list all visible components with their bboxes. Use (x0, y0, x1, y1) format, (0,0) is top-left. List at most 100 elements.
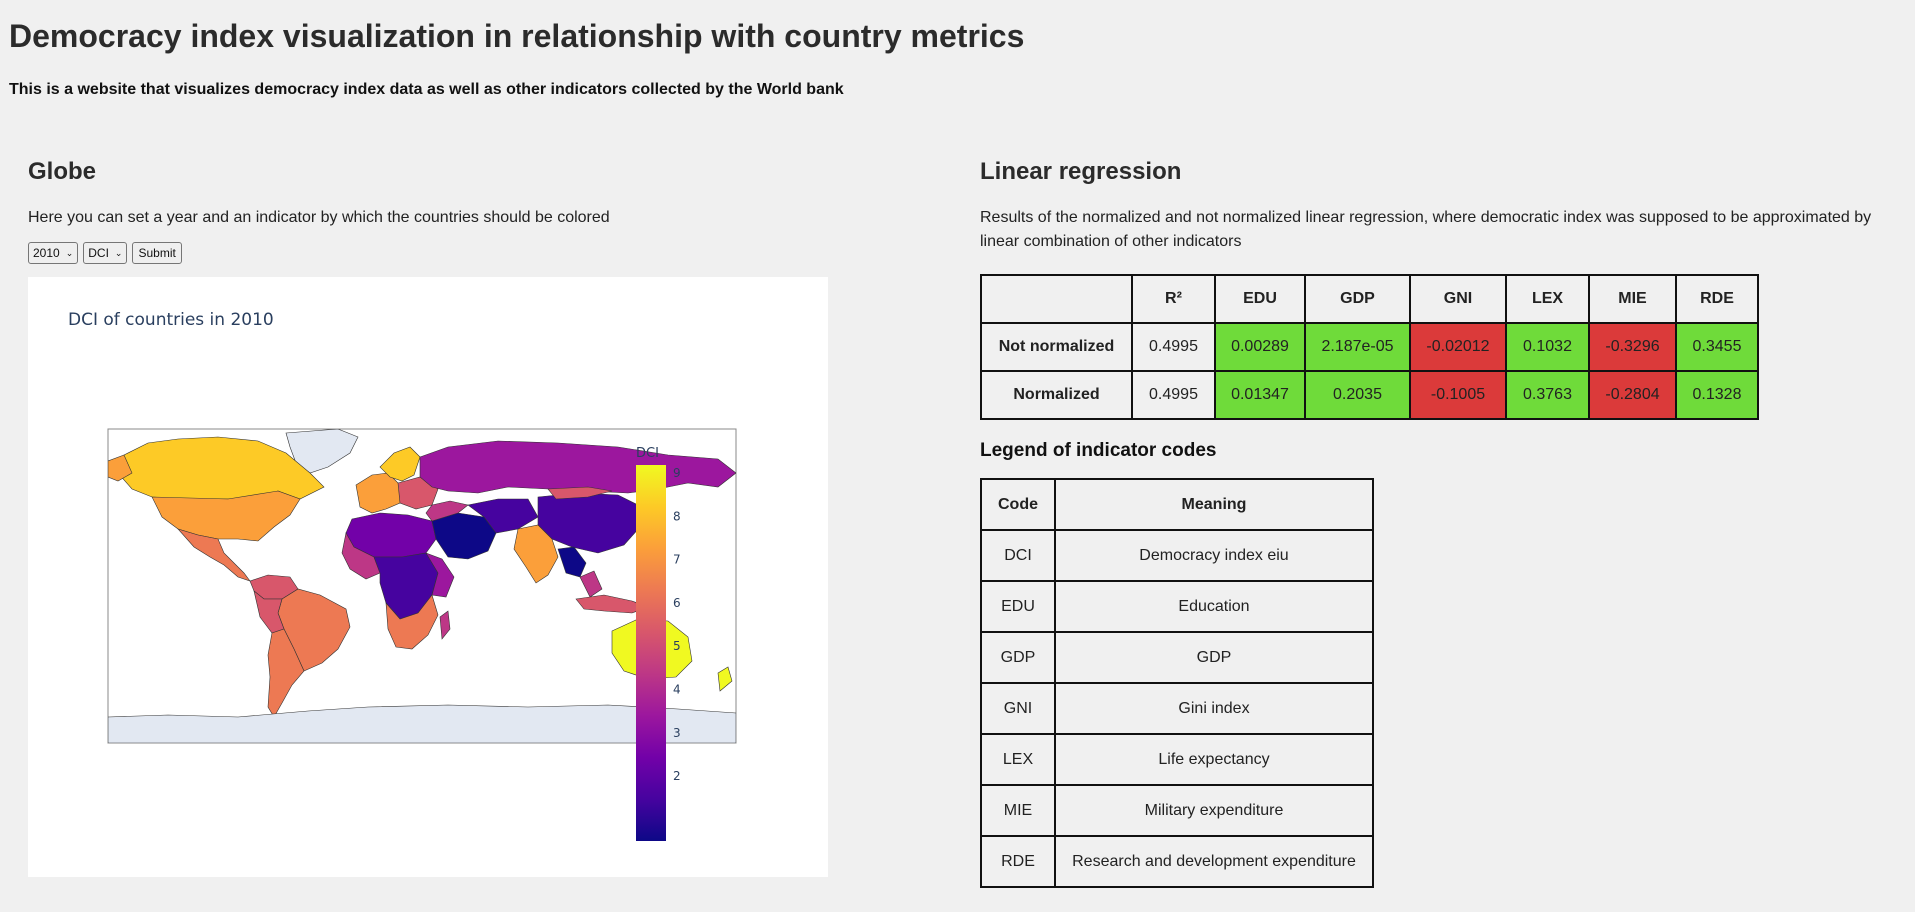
submit-button[interactable]: Submit (132, 242, 182, 264)
country-middle-east[interactable] (431, 512, 497, 560)
colorbar-tick-label: 3 (673, 726, 681, 740)
page-title: Democracy index visualization in relatio… (9, 18, 1025, 54)
year-select-value: 2010 (33, 246, 60, 260)
regression-col-header: R² (1131, 274, 1216, 324)
colorbar-tick-label: 5 (673, 639, 681, 653)
globe-heading: Globe (28, 158, 97, 185)
chevron-down-icon: ⌄ (65, 247, 74, 258)
country-mongolia[interactable] (547, 486, 613, 500)
regression-description: Results of the normalized and not normal… (980, 209, 1872, 250)
chevron-down-icon: ⌄ (114, 247, 123, 258)
legend-col-header: Code (980, 478, 1056, 531)
legend-code: GNI (980, 682, 1056, 735)
legend-row: GDP GDP (980, 631, 1374, 684)
country-greenland[interactable] (285, 429, 359, 474)
lex-cell: 0.3763 (1505, 370, 1590, 420)
country-mexico[interactable] (177, 528, 251, 582)
gni-cell: -0.1005 (1409, 370, 1507, 420)
r2-cell: 0.4995 (1131, 370, 1216, 420)
indicator-select-value: DCI (88, 246, 109, 260)
country-new-zealand[interactable] (717, 666, 733, 692)
legend-row: EDU Education (980, 580, 1374, 633)
regression-col-header: RDE (1675, 274, 1759, 324)
year-select[interactable]: 2010 ⌄ (28, 242, 79, 264)
legend-heading: Legend of indicator codes (980, 440, 1217, 461)
legend-code: MIE (980, 784, 1056, 837)
legend-meaning: GDP (1054, 631, 1374, 684)
regression-header-row: R² EDU GDP GNI LEX MIE RDE (980, 274, 1759, 324)
colorbar: DCI 9 8 7 6 5 4 3 2 (636, 446, 681, 841)
colorbar-tick-label: 7 (673, 553, 681, 567)
regression-col-header: GDP (1304, 274, 1411, 324)
legend-row: GNI Gini index (980, 682, 1374, 735)
legend-meaning: Gini index (1054, 682, 1374, 735)
regression-col-header: MIE (1588, 274, 1677, 324)
regression-col-header: EDU (1214, 274, 1306, 324)
choropleth-figure[interactable]: DCI of countries in 2010 (28, 277, 828, 877)
legend-meaning: Research and development expenditure (1054, 835, 1374, 888)
row-label: Normalized (980, 370, 1133, 420)
legend-col-header: Meaning (1054, 478, 1374, 531)
country-turkey[interactable] (425, 500, 469, 522)
globe-controls: 2010 ⌄ DCI ⌄ Submit (28, 242, 828, 264)
country-peru[interactable] (253, 590, 285, 634)
regression-row-normalized: Normalized 0.4995 0.01347 0.2035 -0.1005… (980, 370, 1759, 420)
map-countries[interactable] (108, 429, 736, 743)
country-indochina[interactable] (579, 570, 603, 598)
rde-cell: 0.3455 (1675, 322, 1759, 372)
legend-row: DCI Democracy index eiu (980, 529, 1374, 582)
regression-table: R² EDU GDP GNI LEX MIE RDE Not normalize… (980, 274, 1759, 420)
choropleth-map[interactable]: DCI 9 8 7 6 5 4 3 2 (28, 277, 828, 877)
colorbar-title: DCI (636, 446, 659, 461)
country-argentina[interactable] (267, 628, 305, 718)
mie-cell: -0.2804 (1588, 370, 1677, 420)
colorbar-tick-label: 6 (673, 596, 681, 610)
r2-cell: 0.4995 (1131, 322, 1216, 372)
globe-section: Globe Here you can set a year and an ind… (28, 158, 828, 877)
country-madagascar[interactable] (439, 610, 451, 640)
legend-meaning: Education (1054, 580, 1374, 633)
colorbar-scale (636, 465, 666, 841)
regression-row-not-normalized: Not normalized 0.4995 0.00289 2.187e-05 … (980, 322, 1759, 372)
legend-meaning: Life expectancy (1054, 733, 1374, 786)
mie-cell: -0.3296 (1588, 322, 1677, 372)
legend-row: RDE Research and development expenditure (980, 835, 1374, 888)
regression-col-header (980, 274, 1133, 324)
legend-code: LEX (980, 733, 1056, 786)
regression-col-header: LEX (1505, 274, 1590, 324)
country-india[interactable] (513, 524, 559, 584)
colorbar-tick-label: 2 (673, 769, 681, 783)
legend-meaning: Military expenditure (1054, 784, 1374, 837)
lex-cell: 0.1032 (1505, 322, 1590, 372)
legend-meaning: Democracy index eiu (1054, 529, 1374, 582)
country-scandinavia[interactable] (379, 446, 421, 482)
indicator-select[interactable]: DCI ⌄ (83, 242, 128, 264)
country-west-africa[interactable] (341, 532, 381, 580)
map-title: DCI of countries in 2010 (68, 310, 274, 330)
country-se-asia[interactable] (557, 546, 587, 578)
country-alaska[interactable] (108, 454, 133, 482)
edu-cell: 0.01347 (1214, 370, 1306, 420)
legend-code: GDP (980, 631, 1056, 684)
country-antarctica[interactable] (108, 704, 736, 743)
country-southern-africa[interactable] (385, 594, 439, 650)
country-central-asia[interactable] (467, 498, 539, 534)
gdp-cell: 2.187e-05 (1304, 322, 1411, 372)
gni-cell: -0.02012 (1409, 322, 1507, 372)
regression-col-header: GNI (1409, 274, 1507, 324)
regression-heading: Linear regression (980, 158, 1182, 185)
legend-row: MIE Military expenditure (980, 784, 1374, 837)
globe-description: Here you can set a year and an indicator… (28, 209, 610, 226)
country-east-africa[interactable] (425, 552, 455, 598)
edu-cell: 0.00289 (1214, 322, 1306, 372)
legend-code: DCI (980, 529, 1056, 582)
legend-header-row: Code Meaning (980, 478, 1374, 531)
colorbar-tick-label: 4 (673, 683, 681, 697)
legend-code: RDE (980, 835, 1056, 888)
colorbar-tick-label: 8 (673, 509, 681, 523)
page-subtitle: This is a website that visualizes democr… (9, 81, 844, 98)
regression-section: Linear regression Results of the normali… (980, 158, 1880, 888)
legend-row: LEX Life expectancy (980, 733, 1374, 786)
gdp-cell: 0.2035 (1304, 370, 1411, 420)
row-label: Not normalized (980, 322, 1133, 372)
